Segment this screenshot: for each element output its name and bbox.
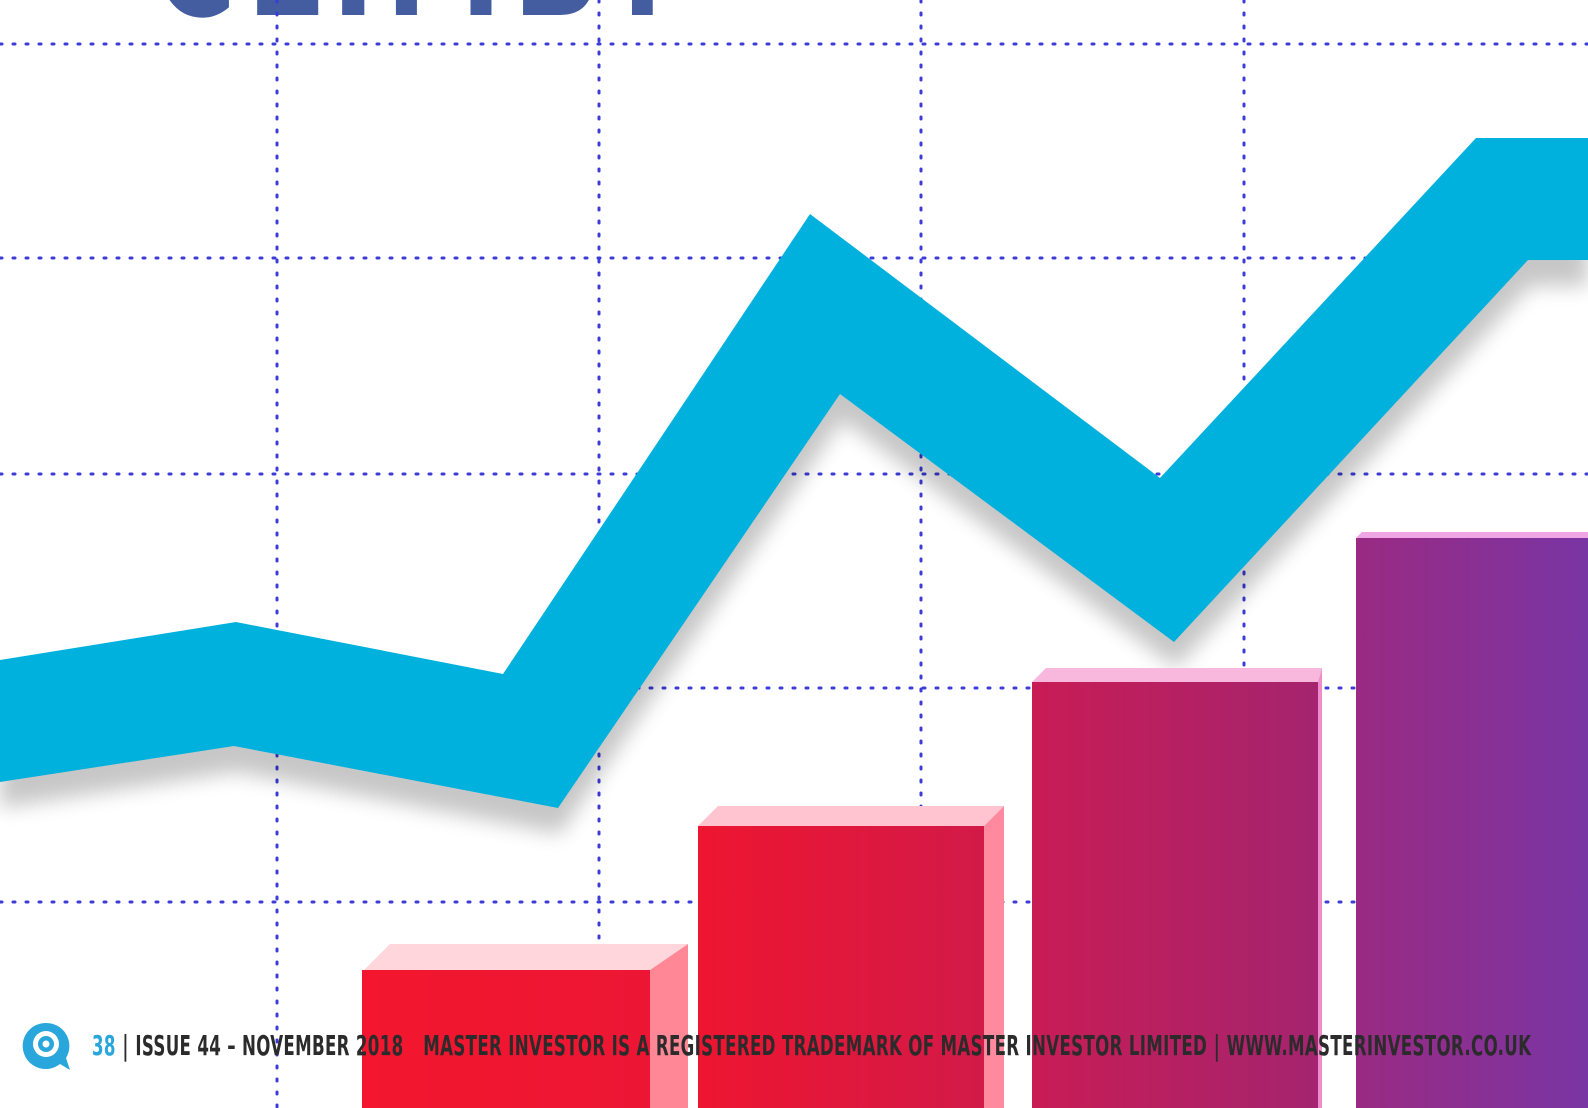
footer-line: 38 | Issue 44 – November 2018 Master Invest… [92, 1018, 1531, 1074]
bar-4 [1356, 532, 1588, 1108]
headline-fragment: CLIMB? [150, 0, 690, 50]
bar-1 [362, 944, 688, 1108]
rising-trend-line [0, 138, 1588, 808]
page-footer: 38 | Issue 44 – November 2018 Master Invest… [20, 1018, 1588, 1074]
trademark-notice: Master Investor is a registered trademar… [423, 1029, 1208, 1062]
bar-2 [698, 806, 1004, 1108]
page-number: 38 [92, 1029, 116, 1062]
bar-3 [1032, 668, 1322, 1108]
speech-bubble-q-icon [22, 1022, 70, 1070]
issue-label: Issue 44 – November 2018 [135, 1029, 404, 1062]
footer-separator-2: | [1213, 1029, 1221, 1062]
website-link[interactable]: www.masterinvestor.co.uk [1226, 1029, 1532, 1062]
footer-separator: | [122, 1029, 129, 1062]
